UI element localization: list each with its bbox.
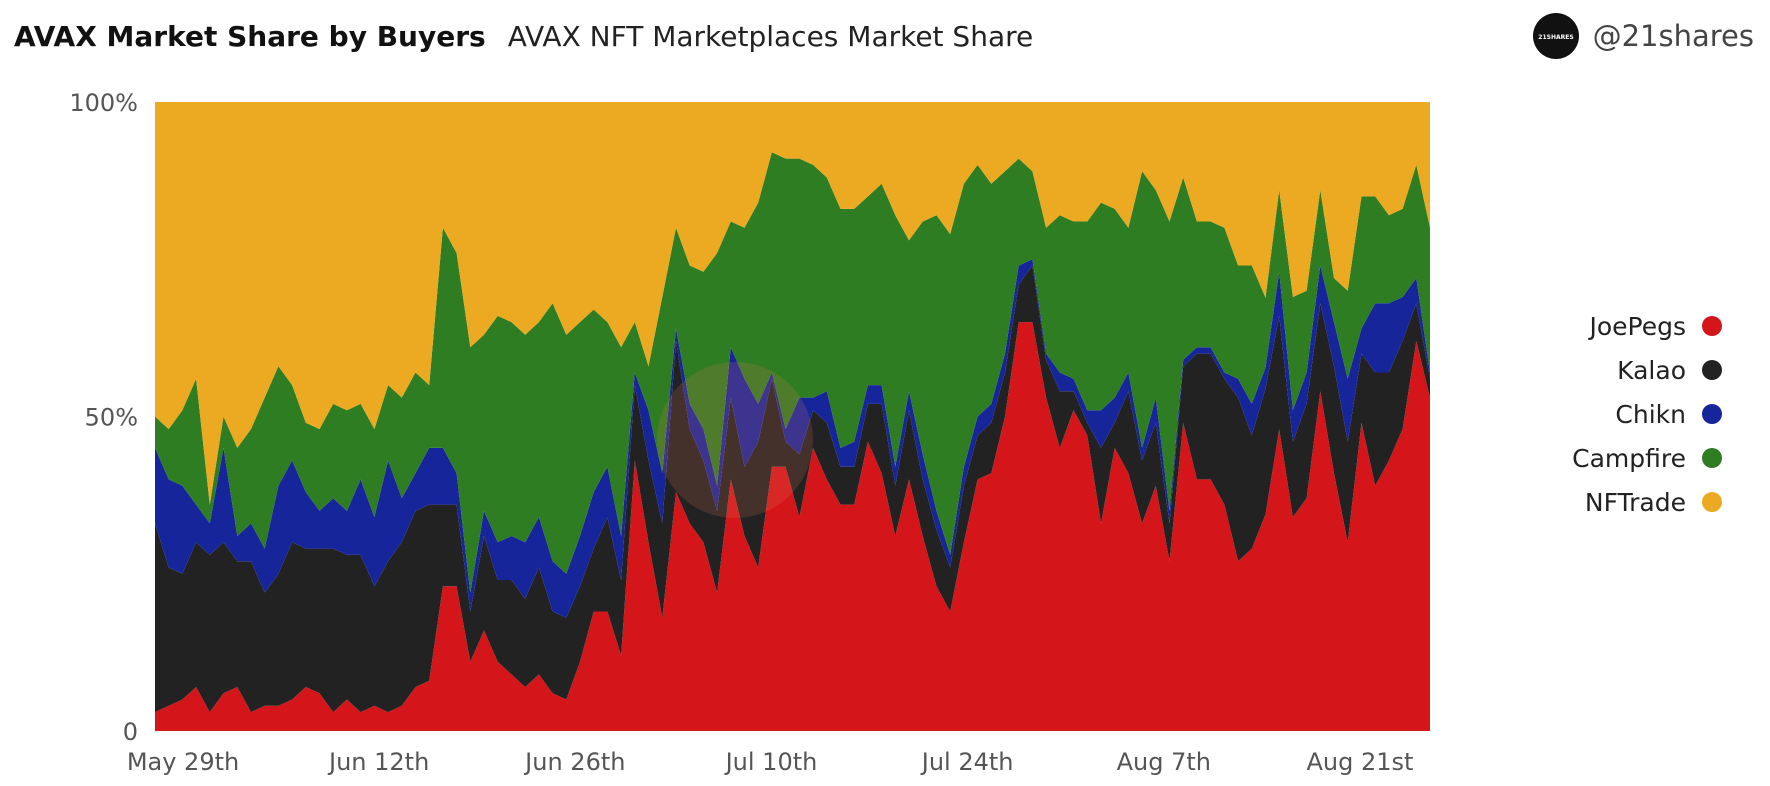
x-tick-label: May 29th <box>127 748 239 776</box>
legend-item-campfire[interactable]: Campfire <box>1572 443 1722 473</box>
chart-subtitle: AVAX NFT Marketplaces Market Share <box>507 19 1034 53</box>
area-joepegs[interactable] <box>155 322 1430 731</box>
brand[interactable]: 21SHARES @21shares <box>1532 13 1754 59</box>
x-tick-label: Jul 24th <box>920 748 1014 776</box>
logo-text: 21SHARES <box>1538 34 1573 41</box>
legend-label: JoePegs <box>1589 311 1686 341</box>
legend-label: Kalao <box>1617 355 1686 385</box>
area-campfire[interactable] <box>155 152 1430 593</box>
dune-watermark <box>657 362 813 518</box>
x-axis: May 29th Jun 12th Jun 26th Jul 10th Jul 24th… <box>127 748 1414 776</box>
legend-swatch-icon <box>1702 360 1722 380</box>
legend-item-nftrade[interactable]: NFTrade <box>1572 487 1722 517</box>
legend-swatch-icon <box>1702 448 1722 468</box>
legend-label: Chikn <box>1615 399 1686 429</box>
y-tick-label: 100% <box>69 89 138 117</box>
x-tick-label: Jun 26th <box>523 748 625 776</box>
legend-swatch-icon <box>1702 316 1722 336</box>
x-tick-label: Aug 21st <box>1306 748 1413 776</box>
y-tick-label: 50% <box>85 404 138 432</box>
x-tick-label: Aug 7th <box>1117 748 1211 776</box>
legend-swatch-icon <box>1702 492 1722 512</box>
legend-item-kalao[interactable]: Kalao <box>1572 355 1722 385</box>
x-tick-label: Jun 12th <box>327 748 429 776</box>
series-areas <box>155 102 1430 731</box>
legend-label: Campfire <box>1572 443 1686 473</box>
chart-header: AVAX Market Share by Buyers AVAX NFT Mar… <box>14 13 1754 59</box>
y-axis: 0 50% 100% <box>69 89 138 746</box>
area-nftrade[interactable] <box>155 102 1430 505</box>
chart-legend: JoePegs Kalao Chikn Campfire NFTrade <box>1572 311 1722 517</box>
area-chikn[interactable] <box>155 259 1430 618</box>
legend-label: NFTrade <box>1584 487 1686 517</box>
brand-handle[interactable]: @21shares <box>1592 19 1754 53</box>
legend-swatch-icon <box>1702 404 1722 424</box>
watermark-logo-icon <box>657 362 813 518</box>
y-tick-label: 0 <box>123 718 138 746</box>
legend-item-joepegs[interactable]: JoePegs <box>1572 311 1722 341</box>
chart-title: AVAX Market Share by Buyers <box>14 19 486 53</box>
area-kalao[interactable] <box>155 265 1430 713</box>
legend-item-chikn[interactable]: Chikn <box>1572 399 1722 429</box>
x-tick-label: Jul 10th <box>724 748 818 776</box>
21shares-logo-icon: 21SHARES <box>1532 13 1579 59</box>
